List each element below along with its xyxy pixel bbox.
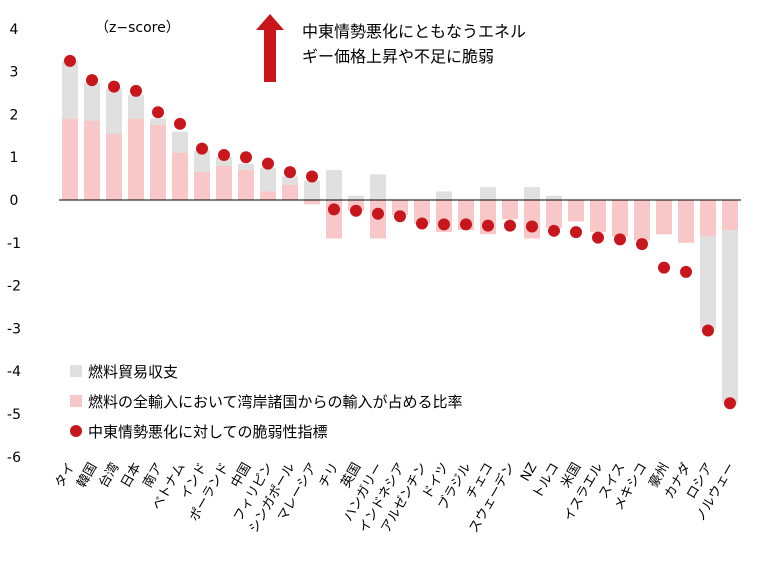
vulnerability-dot bbox=[416, 217, 428, 230]
gulf-share-bar bbox=[414, 200, 430, 224]
vulnerability-dot bbox=[328, 203, 340, 216]
gulf-share-bar bbox=[502, 200, 518, 220]
gulf-share-bar bbox=[634, 200, 650, 241]
gulf-share-bar bbox=[590, 200, 606, 233]
gulf-share-bar bbox=[678, 200, 694, 243]
vulnerability-dot bbox=[284, 166, 296, 179]
gulf-share-bar bbox=[524, 200, 540, 239]
gulf-share-bar bbox=[150, 125, 166, 200]
y-tick-label: -5 bbox=[7, 407, 21, 423]
y-axis: 4 3 2 1 0 -1 -2 -3 -4 -5 -6 bbox=[7, 22, 21, 466]
fuel-trade-bar bbox=[722, 200, 738, 404]
vulnerability-dot bbox=[130, 84, 142, 97]
vulnerability-dot bbox=[592, 231, 604, 244]
vulnerability-dot bbox=[614, 233, 626, 246]
annotation: 中東情勢悪化にともなうエネル ギー価格上昇や不足に脆弱 bbox=[256, 14, 526, 82]
vulnerability-dot bbox=[548, 224, 560, 237]
y-tick-label: -6 bbox=[7, 450, 21, 466]
vulnerability-dot bbox=[64, 54, 76, 67]
vulnerability-dot bbox=[702, 324, 714, 337]
category-labels: タイ韓国台湾日本南アベトナムインドポーランド中国フィリピンシンガポールマレーシア… bbox=[52, 460, 738, 536]
legend-swatch-fuel-trade bbox=[70, 365, 82, 377]
y-tick-label: 4 bbox=[10, 22, 19, 38]
vulnerability-dot bbox=[438, 218, 450, 231]
y-tick-label: -1 bbox=[7, 236, 21, 252]
vulnerability-dot bbox=[240, 151, 252, 164]
vulnerability-dot bbox=[86, 74, 98, 87]
gulf-share-bar bbox=[612, 200, 628, 237]
legend-label-fuel-trade: 燃料貿易収支 bbox=[88, 363, 178, 381]
vulnerability-dot bbox=[482, 219, 494, 232]
gulf-share-bar bbox=[172, 152, 188, 200]
vulnerability-dot bbox=[526, 220, 538, 233]
vulnerability-dot bbox=[680, 265, 692, 278]
vulnerability-dot bbox=[636, 238, 648, 251]
category-label: 台湾 bbox=[96, 460, 123, 491]
gulf-share-bar bbox=[304, 200, 320, 205]
gulf-share-bar bbox=[392, 200, 408, 215]
y-axis-unit-label: （z−score） bbox=[95, 20, 180, 36]
vulnerability-dot bbox=[372, 207, 384, 220]
fuel-trade-bar bbox=[480, 187, 496, 200]
y-tick-label: 1 bbox=[10, 150, 19, 166]
fuel-trade-bar bbox=[546, 195, 562, 200]
fuel-trade-bar bbox=[524, 187, 540, 200]
vulnerability-dot bbox=[174, 117, 186, 130]
fuel-trade-bar bbox=[370, 174, 386, 200]
vulnerability-dot bbox=[108, 80, 120, 93]
y-tick-label: -2 bbox=[7, 279, 21, 295]
legend-label-vulnerability: 中東情勢悪化に対しての脆弱性指標 bbox=[88, 423, 328, 441]
legend: 燃料貿易収支 燃料の全輸入において湾岸諸国からの輸入が占める比率 中東情勢悪化に… bbox=[70, 363, 463, 441]
legend-swatch-gulf-share bbox=[70, 395, 82, 407]
gulf-share-bar bbox=[128, 118, 144, 200]
annotation-line-2: ギー価格上昇や不足に脆弱 bbox=[302, 47, 494, 66]
category-label: 日本 bbox=[118, 461, 144, 491]
category-label: タイ bbox=[52, 461, 78, 491]
y-tick-label: 2 bbox=[10, 107, 19, 123]
gulf-share-bar bbox=[282, 185, 298, 200]
y-tick-label: 0 bbox=[10, 193, 19, 209]
vulnerability-index-dots bbox=[64, 54, 736, 410]
gulf-import-share-bars bbox=[62, 118, 738, 243]
vulnerability-dot bbox=[394, 210, 406, 223]
gulf-share-bar bbox=[546, 200, 562, 228]
vulnerability-dot bbox=[152, 106, 164, 119]
fuel-trade-bar bbox=[326, 170, 342, 200]
y-tick-label: -3 bbox=[7, 321, 21, 337]
gulf-share-bar bbox=[62, 118, 78, 200]
legend-swatch-vulnerability bbox=[70, 425, 82, 437]
vulnerability-dot bbox=[570, 226, 582, 239]
gulf-share-bar bbox=[260, 191, 276, 200]
category-label: 韓国 bbox=[74, 461, 100, 491]
annotation-line-1: 中東情勢悪化にともなうエネル bbox=[302, 22, 526, 41]
gulf-share-bar bbox=[194, 172, 210, 200]
vulnerability-dot bbox=[262, 157, 274, 170]
gulf-share-bar bbox=[656, 200, 672, 235]
gulf-share-bar bbox=[238, 170, 254, 200]
gulf-share-bar bbox=[216, 165, 232, 200]
vulnerability-dot bbox=[658, 261, 670, 274]
legend-label-gulf-share: 燃料の全輸入において湾岸諸国からの輸入が占める比率 bbox=[88, 393, 463, 411]
gulf-share-bar bbox=[106, 133, 122, 200]
category-label: チリ bbox=[316, 461, 342, 491]
gulf-share-bar bbox=[700, 200, 716, 237]
vulnerability-dot bbox=[218, 149, 230, 162]
fuel-trade-bar bbox=[436, 191, 452, 200]
vulnerability-dot bbox=[196, 142, 208, 155]
y-tick-label: -4 bbox=[7, 364, 21, 380]
gulf-share-bar bbox=[568, 200, 584, 222]
fuel-trade-bar bbox=[304, 180, 320, 200]
vulnerability-dot bbox=[460, 218, 472, 231]
gulf-share-bar bbox=[84, 120, 100, 200]
vulnerability-dot bbox=[306, 170, 318, 183]
fuel-trade-bar bbox=[348, 195, 364, 200]
vulnerability-dot bbox=[724, 397, 736, 410]
gulf-share-bar bbox=[722, 200, 738, 230]
vulnerability-dot bbox=[504, 219, 516, 232]
vulnerability-dot bbox=[350, 204, 362, 217]
up-arrow-icon bbox=[256, 14, 284, 82]
y-tick-label: 3 bbox=[10, 65, 19, 81]
